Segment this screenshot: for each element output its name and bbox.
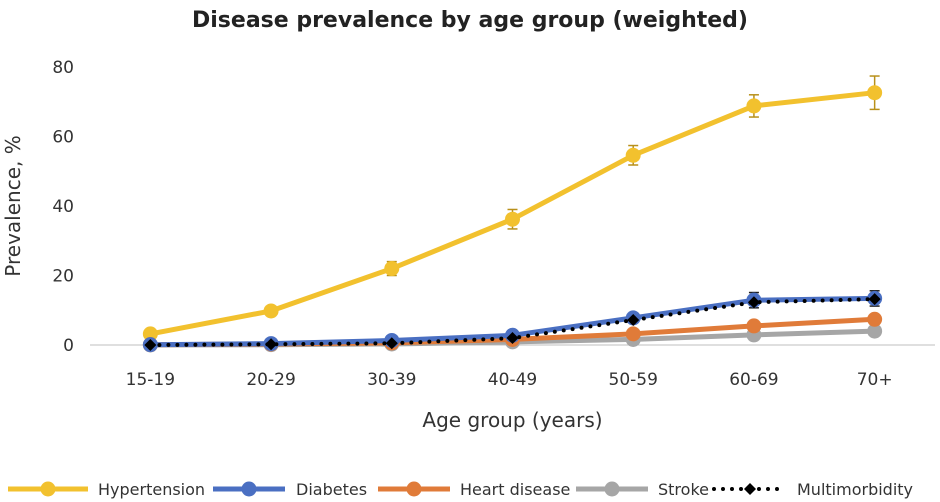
y-axis-title: Prevalence, %	[1, 135, 25, 276]
hypertension-marker	[263, 303, 279, 319]
y-tick-label: 40	[52, 197, 74, 217]
x-axis-ticks: 15-19 20-29 30-39 40-49 50-59 60-69 70+	[126, 370, 893, 390]
x-tick-label: 30-39	[367, 370, 416, 390]
stroke-marker	[867, 323, 883, 339]
plot-area	[142, 75, 883, 353]
y-tick-label: 60	[52, 128, 74, 148]
legend-item-hypertension: Hypertension	[8, 480, 205, 499]
chart-title: Disease prevalence by age group (weighte…	[192, 8, 748, 33]
x-axis-title: Age group (years)	[422, 408, 602, 432]
legend-swatch-marker	[40, 481, 56, 497]
x-tick-label: 40-49	[488, 370, 537, 390]
multimorbidity-marker	[144, 339, 157, 351]
multimorbidity-marker	[265, 338, 278, 351]
multimorbidity-marker	[506, 332, 519, 345]
heart-disease-marker	[625, 326, 641, 342]
heart-disease-marker	[867, 311, 883, 327]
legend-swatch-marker	[406, 481, 422, 497]
legend-item-stroke: Stroke	[576, 480, 709, 499]
legend-item-multimorbidity: Multimorbidity	[712, 480, 913, 499]
legend-label: Stroke	[658, 480, 709, 499]
legend-swatch-marker	[241, 481, 257, 497]
hypertension-marker	[746, 98, 762, 114]
series-hypertension	[142, 75, 883, 342]
x-tick-label: 60-69	[729, 370, 778, 390]
legend-label: Heart disease	[460, 480, 570, 499]
heart-disease-marker	[746, 318, 762, 334]
legend-label: Hypertension	[98, 480, 205, 499]
y-tick-label: 0	[63, 336, 74, 356]
y-axis-ticks: 0 20 40 60 80	[52, 58, 74, 356]
hypertension-marker	[142, 326, 158, 342]
x-tick-label: 70+	[857, 370, 893, 390]
hypertension-marker	[867, 85, 883, 101]
legend: Hypertension Diabetes Heart disease Stroke M…	[8, 480, 913, 499]
multimorbidity-marker	[747, 296, 760, 309]
multimorbidity-marker	[385, 337, 398, 350]
multimorbidity-marker	[868, 293, 881, 306]
multimorbidity-marker	[627, 313, 640, 326]
legend-swatch-marker	[744, 483, 756, 495]
x-tick-label: 15-19	[126, 370, 175, 390]
legend-label: Multimorbidity	[797, 480, 913, 499]
legend-item-heart-disease: Heart disease	[378, 480, 570, 499]
hypertension-marker	[505, 211, 520, 227]
x-tick-label: 20-29	[246, 370, 295, 390]
legend-item-diabetes: Diabetes	[213, 480, 367, 499]
hypertension-marker	[384, 261, 400, 277]
hypertension-marker	[625, 147, 641, 163]
legend-label: Diabetes	[296, 480, 367, 499]
x-tick-label: 50-59	[609, 370, 658, 390]
y-tick-label: 20	[52, 267, 74, 287]
y-tick-label: 80	[52, 58, 74, 78]
series-multimorbidity	[144, 293, 881, 351]
legend-swatch-marker	[604, 481, 620, 497]
